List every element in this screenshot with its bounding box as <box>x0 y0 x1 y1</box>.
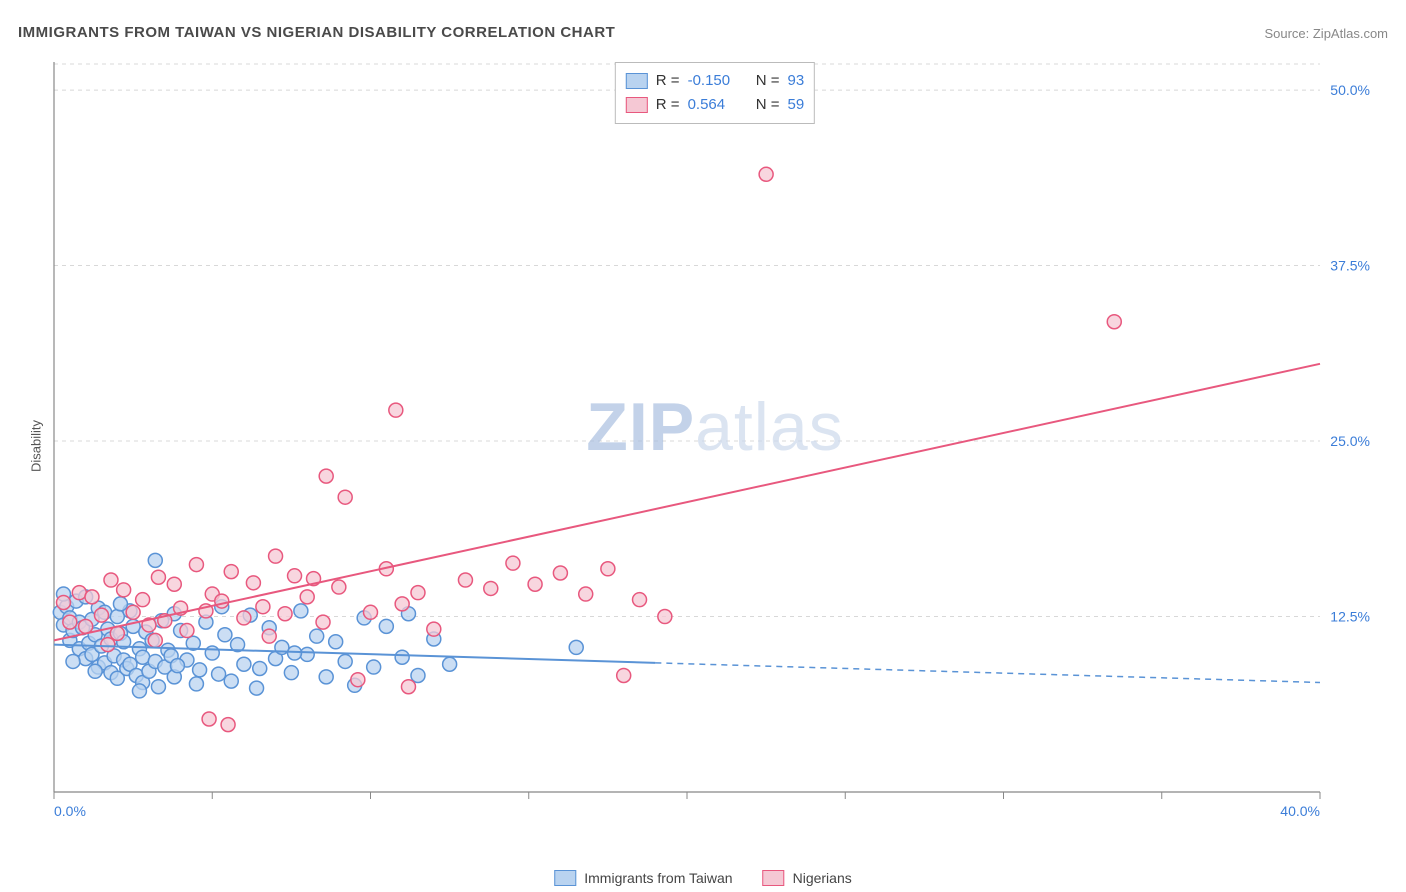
svg-text:37.5%: 37.5% <box>1330 258 1370 274</box>
series-legend: Immigrants from Taiwan Nigerians <box>554 870 851 886</box>
scatter-plot: 0.0%40.0%12.5%25.0%37.5%50.0% ZIPatlas R… <box>50 62 1380 822</box>
y-axis-label: Disability <box>29 420 44 472</box>
stat-row: R = 0.564 N = 59 <box>626 93 804 117</box>
svg-text:25.0%: 25.0% <box>1330 433 1370 449</box>
svg-text:50.0%: 50.0% <box>1330 82 1370 98</box>
chart-svg: 0.0% 40.0% 12.5% 25.0% 37.5% 50.0% <box>50 62 1380 822</box>
legend-item: Nigerians <box>763 870 852 886</box>
source-credit: Source: ZipAtlas.com <box>1264 26 1388 41</box>
stat-row: R = -0.150 N = 93 <box>626 69 804 93</box>
svg-text:40.0%: 40.0% <box>1280 803 1320 819</box>
svg-text:0.0%: 0.0% <box>54 803 86 819</box>
svg-text:12.5%: 12.5% <box>1330 609 1370 625</box>
legend-item: Immigrants from Taiwan <box>554 870 732 886</box>
chart-title: IMMIGRANTS FROM TAIWAN VS NIGERIAN DISAB… <box>18 24 615 41</box>
stats-legend: R = -0.150 N = 93R = 0.564 N = 59 <box>615 62 815 124</box>
